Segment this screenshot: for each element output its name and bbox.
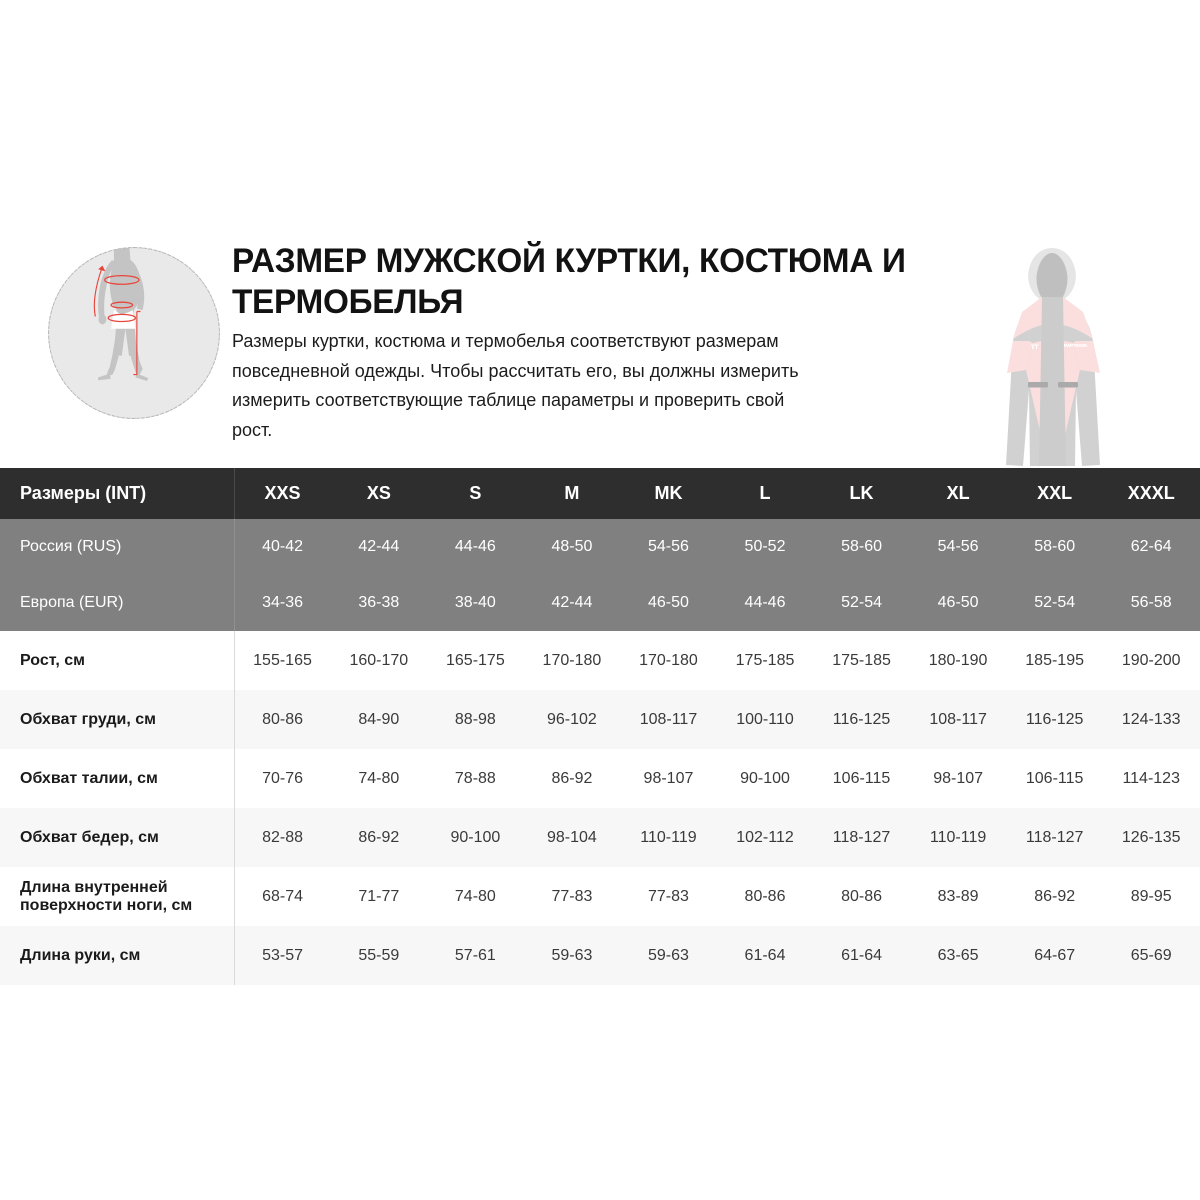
svg-text:R: R	[1090, 325, 1096, 334]
svg-text:RAPTRADE: RAPTRADE	[1064, 343, 1087, 348]
svg-text:TT: TT	[1031, 345, 1039, 351]
